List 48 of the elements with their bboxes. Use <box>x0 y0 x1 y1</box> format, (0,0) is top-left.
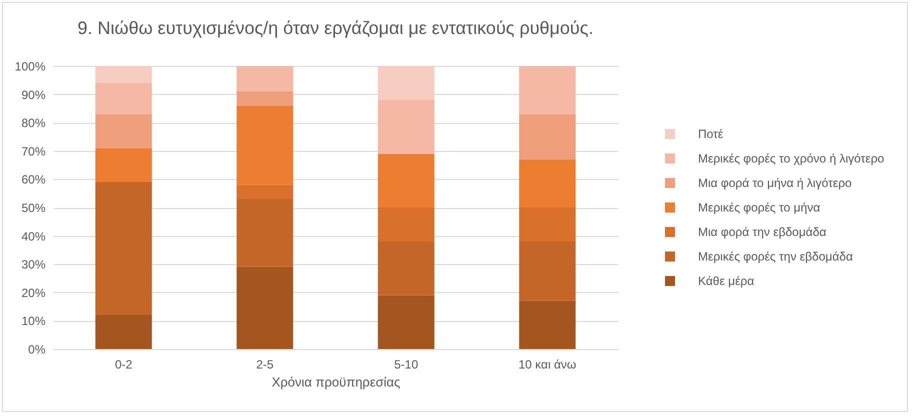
legend-label: Κάθε μέρα <box>698 274 754 288</box>
y-tick-label: 70% <box>21 144 46 158</box>
bar <box>95 66 152 83</box>
bar <box>378 66 434 100</box>
bar <box>236 266 294 349</box>
y-tick-label: 60% <box>21 172 46 187</box>
legend-label: Μερικές φορές την εβδομάδα <box>698 250 853 264</box>
y-tick-label: 100% <box>14 60 46 74</box>
bar <box>378 100 434 154</box>
bar <box>95 114 152 148</box>
bar <box>519 159 576 208</box>
bar <box>236 66 294 92</box>
chart-title: 9. Νιώθω ευτυχισμένος/η όταν εργάζομαι με εντατικούς ρυθμούς. <box>78 18 594 38</box>
y-tick-label: 0% <box>28 342 46 356</box>
x-axis-title: Χρόνια προϋπηρεσίας <box>272 374 400 390</box>
bar <box>378 295 434 349</box>
bar <box>519 241 576 301</box>
y-tick-label: 40% <box>21 229 46 244</box>
bar <box>378 241 434 296</box>
bar <box>519 114 576 160</box>
y-tick-label: 10% <box>21 314 46 328</box>
bar <box>95 82 152 114</box>
bar <box>95 148 152 182</box>
bar <box>519 66 576 114</box>
bar <box>236 184 294 200</box>
y-tick-label: 30% <box>21 258 46 272</box>
legend-label: Μια φορά το μήνα ή λιγότερο <box>698 176 852 190</box>
bar <box>95 315 152 349</box>
y-tick-label: 90% <box>21 88 46 102</box>
legend-label: Μερικές φορές το χρόνο ή λιγότερο <box>698 152 885 166</box>
y-tick-label: 80% <box>21 116 46 130</box>
bar <box>519 300 576 349</box>
x-tick-label: 10 και άνω <box>518 358 576 372</box>
x-tick-label: 5-10 <box>394 358 418 372</box>
bar <box>236 106 294 185</box>
x-tick-label: 2-5 <box>256 358 274 372</box>
bar <box>95 182 152 316</box>
bar <box>236 199 294 267</box>
bar <box>378 154 434 208</box>
bar <box>519 208 576 242</box>
legend-label: Ποτέ <box>698 127 724 141</box>
x-tick-label: 0-2 <box>114 358 133 372</box>
bar <box>378 208 434 242</box>
bar <box>236 91 294 106</box>
legend-label: Μια φορά την εβδομάδα <box>698 225 826 239</box>
y-tick-label: 20% <box>21 286 46 300</box>
y-tick-label: 50% <box>21 201 46 215</box>
legend-label: Μερικές φορές το μήνα <box>698 200 820 214</box>
